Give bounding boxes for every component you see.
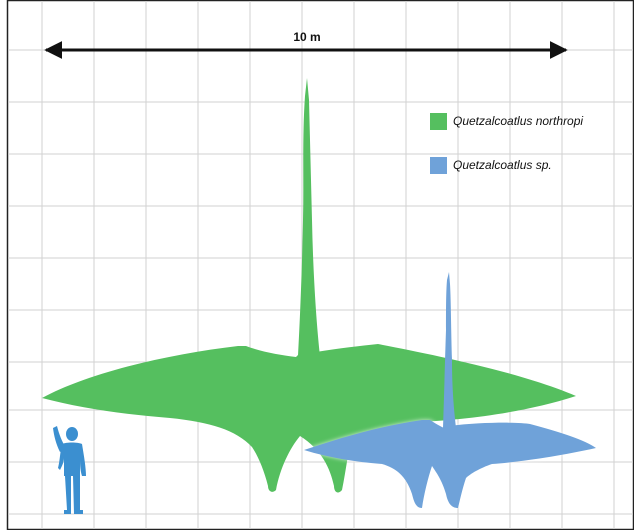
legend-swatch-sp: [430, 156, 447, 174]
northropi-silhouette: [42, 78, 576, 493]
legend-label-northropi: Quetzalcoatlus northropi: [453, 114, 584, 128]
legend-item-sp: Quetzalcoatlus sp.: [430, 155, 552, 175]
legend-swatch-northropi: [430, 112, 447, 130]
legend-item-northropi: Quetzalcoatlus northropi: [430, 111, 583, 131]
scale-bar-label: 10 m: [293, 30, 321, 44]
legend-label-sp: Quetzalcoatlus sp.: [453, 158, 552, 172]
sp-silhouette: [304, 272, 596, 508]
human-silhouette: [53, 426, 86, 514]
